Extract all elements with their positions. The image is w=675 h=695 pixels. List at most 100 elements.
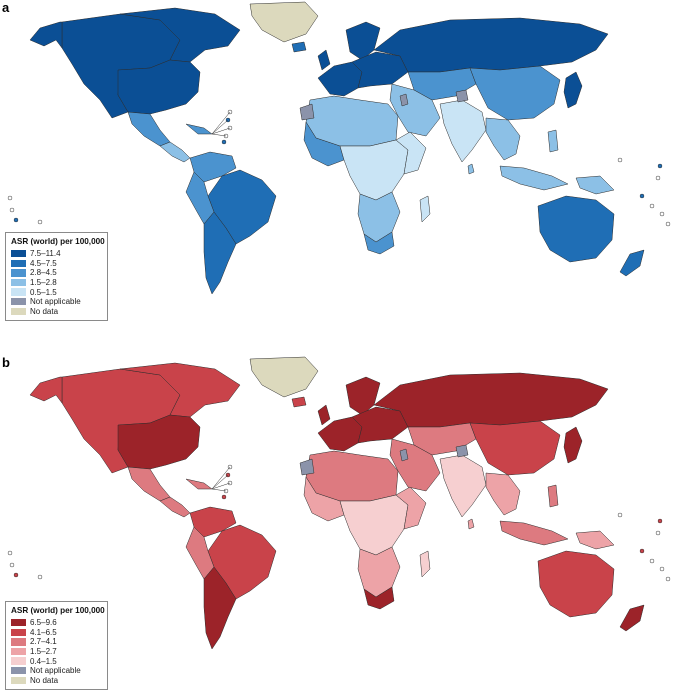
- region-east-africa: [395, 131, 427, 175]
- island-marker: [617, 157, 623, 163]
- region-russia: [373, 17, 609, 73]
- region-canada-east: [119, 7, 241, 63]
- callout-line: [211, 466, 231, 490]
- legend-b: ASR (world) per 100,000 6.5–9.6 4.1–6.5 …: [5, 601, 108, 691]
- region-kashmir: [455, 89, 469, 103]
- region-philippines: [547, 484, 559, 508]
- legend-label: 0.5–1.5: [30, 287, 57, 297]
- island-marker: [617, 512, 623, 518]
- region-west-africa: [303, 121, 345, 167]
- region-china-mongolia: [469, 420, 561, 476]
- region-argentina-chile: [203, 211, 237, 295]
- world-map-b: [7, 356, 671, 650]
- region-palestine: [399, 448, 409, 462]
- legend-label: 0.4–1.5: [30, 656, 57, 666]
- panel-label-a: a: [2, 0, 10, 15]
- region-south-africa: [363, 586, 395, 610]
- region-mexico: [127, 111, 171, 147]
- legend-label: Not applicable: [30, 666, 81, 676]
- legend-swatch: [11, 667, 26, 675]
- region-north-africa: [305, 450, 399, 502]
- island-marker: [649, 203, 655, 209]
- region-western-sahara: [299, 103, 315, 121]
- legend-label: 6.5–9.6: [30, 618, 57, 628]
- region-uk-ireland: [317, 49, 331, 71]
- region-south-africa: [363, 231, 395, 255]
- region-alaska: [29, 21, 63, 49]
- region-palestine: [399, 93, 409, 107]
- region-japan-korea: [563, 71, 583, 109]
- island-marker: [655, 175, 661, 181]
- island-marker: [639, 548, 645, 554]
- region-usa: [117, 59, 201, 115]
- legend-item: 6.5–9.6: [11, 618, 101, 628]
- legend-item: 1.5–2.7: [11, 647, 101, 657]
- region-indonesia: [499, 165, 569, 191]
- region-australia: [537, 550, 615, 618]
- island-marker: [665, 576, 671, 582]
- legend-item: No data: [11, 307, 101, 317]
- callout-line: [211, 482, 231, 490]
- island-marker: [649, 558, 655, 564]
- legend-swatch: [11, 250, 26, 258]
- region-south-asia: [439, 99, 487, 163]
- island-marker: [659, 211, 665, 217]
- legend-item: 4.5–7.5: [11, 259, 101, 269]
- island-marker: [659, 566, 665, 572]
- legend-item: 1.5–2.8: [11, 278, 101, 288]
- region-new-guinea: [575, 175, 615, 195]
- region-kashmir: [455, 444, 469, 458]
- region-australia: [537, 195, 615, 263]
- region-uk-ireland: [317, 404, 331, 426]
- legend-swatch: [11, 628, 26, 637]
- world-map-a: [7, 1, 671, 295]
- region-central-america: [159, 496, 191, 518]
- island-marker: [13, 572, 19, 578]
- legend-swatch: [11, 657, 26, 665]
- legend-swatch: [11, 298, 26, 306]
- legend-label: 1.5–2.8: [30, 278, 57, 288]
- region-central-africa: [339, 494, 409, 556]
- island-marker: [13, 217, 19, 223]
- island-marker: [9, 207, 15, 213]
- legend-label: Not applicable: [30, 297, 81, 307]
- region-mexico: [127, 466, 171, 502]
- callout-line: [211, 488, 227, 492]
- region-madagascar: [419, 550, 431, 578]
- callout-line: [211, 133, 227, 137]
- region-madagascar: [419, 195, 431, 223]
- legend-label: 2.7–4.1: [30, 637, 57, 647]
- map-panel-b: b ASR (world) per 100,000 6.5–9.6 4.1–6.…: [0, 355, 675, 695]
- legend-item: 2.7–4.1: [11, 637, 101, 647]
- region-sri-lanka: [467, 518, 475, 530]
- region-usa: [117, 414, 201, 470]
- legend-swatch: [11, 307, 26, 316]
- island-marker: [639, 193, 645, 199]
- region-central-america: [159, 141, 191, 163]
- legend-label: 4.1–6.5: [30, 627, 57, 637]
- region-south-asia: [439, 454, 487, 518]
- legend-label: 7.5–11.4: [30, 249, 61, 259]
- legend-swatch: [11, 269, 26, 277]
- region-iceland: [291, 41, 307, 53]
- region-central-africa: [339, 139, 409, 201]
- island-marker: [657, 163, 663, 169]
- region-east-africa: [395, 486, 427, 530]
- legend-item: Not applicable: [11, 666, 101, 676]
- island-marker: [657, 518, 663, 524]
- legend-swatch: [11, 278, 26, 287]
- legend-label: 1.5–2.7: [30, 647, 57, 657]
- panel-label-b: b: [2, 355, 10, 370]
- region-southeast-asia: [485, 472, 521, 516]
- island-marker: [7, 195, 13, 201]
- legend-label: No data: [30, 306, 59, 316]
- region-southeast-asia: [485, 117, 521, 161]
- legend-title-b: ASR (world) per 100,000: [11, 606, 105, 615]
- island-marker: [221, 494, 227, 500]
- legend-item: 0.4–1.5: [11, 656, 101, 666]
- region-canada-east: [119, 362, 241, 418]
- legend-label: 4.5–7.5: [30, 258, 57, 268]
- island-marker: [37, 574, 43, 580]
- region-russia: [373, 372, 609, 428]
- legend-label: No data: [30, 675, 59, 685]
